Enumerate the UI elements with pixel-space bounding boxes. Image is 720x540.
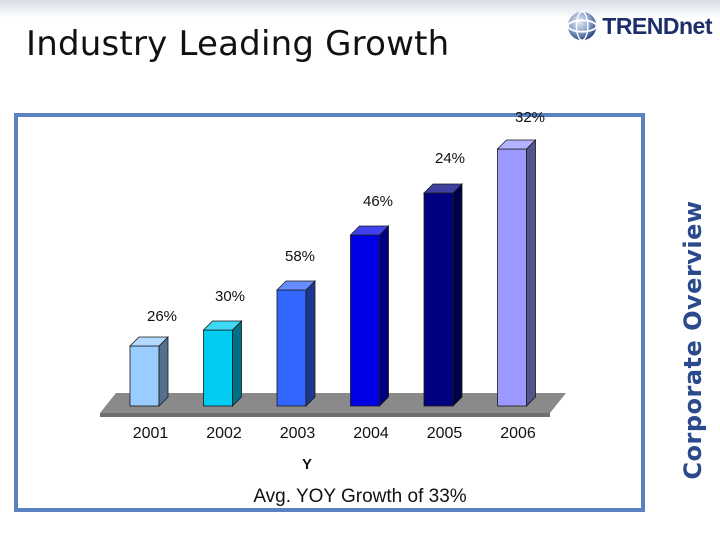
bar-front — [276, 289, 307, 407]
data-label: 46% — [363, 193, 393, 210]
bar-2003 — [276, 280, 316, 407]
bar-top — [496, 139, 537, 150]
bar-front — [203, 329, 233, 407]
slide-title: Industry Leading Growth — [26, 24, 450, 64]
chart-frame — [14, 113, 645, 512]
bar-side — [452, 183, 463, 407]
bar-top — [202, 320, 243, 331]
bar-2004 — [349, 225, 390, 407]
x-tick-label: 2006 — [500, 425, 536, 442]
bar-2005 — [423, 183, 463, 407]
bar-side — [526, 139, 536, 407]
bar-front — [129, 345, 160, 407]
bar-side — [379, 225, 389, 407]
bar-front — [497, 148, 527, 407]
bar-top — [349, 225, 390, 236]
footnote: Avg. YOY Growth of 33% — [253, 486, 467, 507]
bar-side — [232, 320, 242, 407]
bar-front — [423, 192, 454, 407]
data-label: 32% — [515, 109, 545, 126]
top-gradient — [0, 0, 720, 18]
x-axis-label: Y — [302, 456, 312, 473]
globe-icon — [566, 11, 598, 41]
bar-top — [276, 280, 316, 291]
x-tick-label: 2001 — [133, 425, 169, 442]
logo-text: TRENDnet — [602, 12, 712, 39]
data-label: 24% — [435, 150, 465, 167]
floor-edge — [100, 413, 550, 417]
x-tick-label: 2005 — [427, 425, 463, 442]
bar-2001 — [129, 336, 169, 407]
x-tick-label: 2002 — [206, 425, 242, 442]
side-band — [663, 110, 720, 540]
x-tick-label: 2004 — [353, 425, 389, 442]
chart-floor — [100, 393, 566, 417]
trendnet-logo: TRENDnet — [566, 6, 712, 46]
bar-side — [158, 336, 169, 407]
bar-side — [305, 280, 316, 407]
data-label: 26% — [147, 308, 177, 325]
x-tick-label: 2003 — [280, 425, 316, 442]
bar-2006 — [496, 139, 537, 407]
floor-top — [100, 393, 566, 413]
bar-2002 — [202, 320, 243, 407]
chart-bars — [129, 139, 537, 407]
chart-labels: 2001 2002 2003 2004 2005 2006 26% 30% 58% 46% 24% 3… — [133, 109, 545, 473]
bar-front — [350, 234, 380, 407]
data-label: 30% — [215, 288, 245, 305]
data-label: 58% — [285, 248, 315, 265]
bar-top — [129, 336, 169, 347]
bar-top — [423, 183, 463, 194]
